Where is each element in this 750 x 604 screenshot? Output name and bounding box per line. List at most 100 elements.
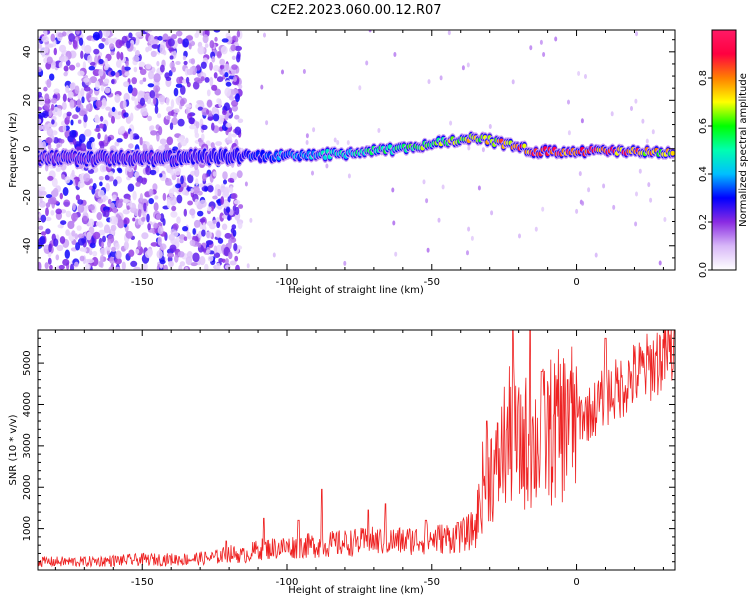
spectrogram-speckle [179, 98, 185, 107]
spectrogram-speckle [220, 196, 225, 205]
spectrogram-speckle [311, 170, 314, 176]
spectrogram-frame [37, 29, 676, 271]
spectrogram-speckle [649, 197, 653, 203]
spectrogram-speckle [201, 229, 206, 237]
spectrogram-speckle [139, 97, 146, 107]
spectrogram-speckle [110, 51, 115, 56]
spectrogram-speckle [68, 33, 75, 42]
spectrogram-speckle [89, 185, 93, 191]
spectrogram-speckle [148, 70, 154, 80]
spectrogram-speckle [425, 198, 429, 204]
spectrogram-speckle [184, 266, 189, 270]
spectrogram-speckle [635, 191, 638, 197]
spectrogram-speckle [116, 59, 122, 68]
spectrogram-speckle [134, 98, 139, 107]
spectrogram-speckle [281, 69, 284, 75]
spectrogram-speckle [222, 171, 228, 180]
spectrogram-speckle [211, 84, 218, 91]
colorbar-label: Normalized spectral amplitude [738, 73, 749, 227]
spectrogram-speckle [180, 175, 184, 185]
spectrogram-speckle [171, 34, 178, 40]
spectrogram-speckle [126, 205, 130, 210]
spectrogram-speckle [175, 83, 183, 88]
spectrogram-speckle [134, 135, 140, 140]
spectrogram-speckle [46, 56, 53, 65]
spectrogram-speckle [58, 44, 67, 53]
spectrogram-speckle [159, 173, 163, 178]
spectrogram-speckle [227, 196, 231, 203]
spectrogram-speckle [98, 229, 106, 236]
spectrogram-speckle [127, 183, 135, 192]
spectrogram-speckle [48, 110, 52, 117]
spectrogram-speckle [244, 181, 248, 187]
spectrogram-speckle [53, 88, 60, 94]
spectrogram-speckle [47, 175, 54, 181]
spectrogram-speckle [152, 183, 158, 191]
spectrogram-speckle [158, 145, 166, 152]
spectrogram-speckle [180, 139, 188, 147]
spectrogram-speckle [59, 139, 65, 144]
spectrogram-speckle [39, 47, 47, 56]
spectrogram-speckle [82, 247, 87, 253]
spectrogram-speckle [43, 86, 48, 92]
spectrogram-speckle [116, 138, 123, 143]
spectrogram-speckle [567, 130, 571, 136]
spectrogram-speckle [83, 77, 90, 83]
spectrogram-speckle [529, 45, 533, 51]
spectrogram-speckle [230, 193, 238, 200]
spectrogram-speckle [97, 198, 104, 204]
spectrogram-speckle [59, 192, 63, 200]
spectrogram-speckle [138, 91, 145, 97]
spectrogram-speckle [139, 136, 143, 146]
spectrogram-speckle [117, 168, 123, 174]
spectrogram-speckle [221, 38, 229, 43]
spectrogram-speckle [228, 131, 232, 140]
spectrogram-speckle [394, 251, 398, 257]
spectrogram-speckle [393, 52, 397, 57]
spectrogram-speckle [234, 114, 240, 120]
spectrogram-speckle [202, 173, 207, 182]
spectrogram-speckle [80, 87, 85, 97]
spectrogram-speckle [45, 228, 51, 235]
spectrogram-speckle [156, 249, 163, 259]
spectrogram-speckle [72, 138, 77, 146]
spectrogram-speckle [197, 106, 204, 111]
spectrogram-speckle [234, 255, 239, 262]
spectrogram-speckle [224, 264, 231, 270]
spectrogram-speckle [223, 179, 227, 185]
spectrogram-speckle [131, 95, 136, 101]
spectrogram-speckle [189, 124, 196, 130]
spectrogram-speckle [45, 44, 49, 54]
spectrogram-speckle [138, 61, 146, 68]
spectrogram-x-tick-label: 0 [573, 277, 579, 288]
spectrogram-speckle [214, 36, 218, 42]
colorbar-frame [711, 29, 737, 271]
spectrogram-speckle [77, 70, 85, 77]
spectrogram-y-tick-label: 40 [22, 45, 33, 58]
spectrogram-speckle [178, 264, 183, 270]
spectrogram-speckle [87, 54, 93, 64]
spectrogram-speckle [166, 136, 174, 146]
spectrogram-speckle [426, 247, 430, 253]
spectrogram-speckle [204, 77, 210, 83]
spectrogram-speckle [171, 117, 178, 126]
spectrogram-speckle [234, 126, 242, 136]
spectrogram-speckle [113, 179, 118, 187]
spectrogram-speckle [93, 48, 100, 55]
spectrogram-speckle [214, 187, 218, 197]
spectrogram-speckle [65, 229, 70, 237]
spectrogram-speckle [194, 164, 199, 171]
spectrogram-speckle [153, 202, 159, 212]
spectrogram-speckle [62, 258, 70, 266]
spectrogram-speckle [119, 198, 124, 203]
spectrogram-speckle [55, 254, 60, 261]
spectrogram-speckle [182, 226, 189, 232]
spectrogram-speckle [66, 111, 72, 117]
spectrogram-speckle [95, 100, 103, 108]
spectrogram-speckle [233, 199, 241, 205]
colorbar-gradient [712, 30, 736, 270]
spectrogram-speckle [192, 252, 200, 263]
spectrogram-y-tick-label: 20 [22, 94, 33, 107]
spectrogram-speckle [39, 196, 43, 204]
spectrogram-speckle [139, 68, 147, 76]
